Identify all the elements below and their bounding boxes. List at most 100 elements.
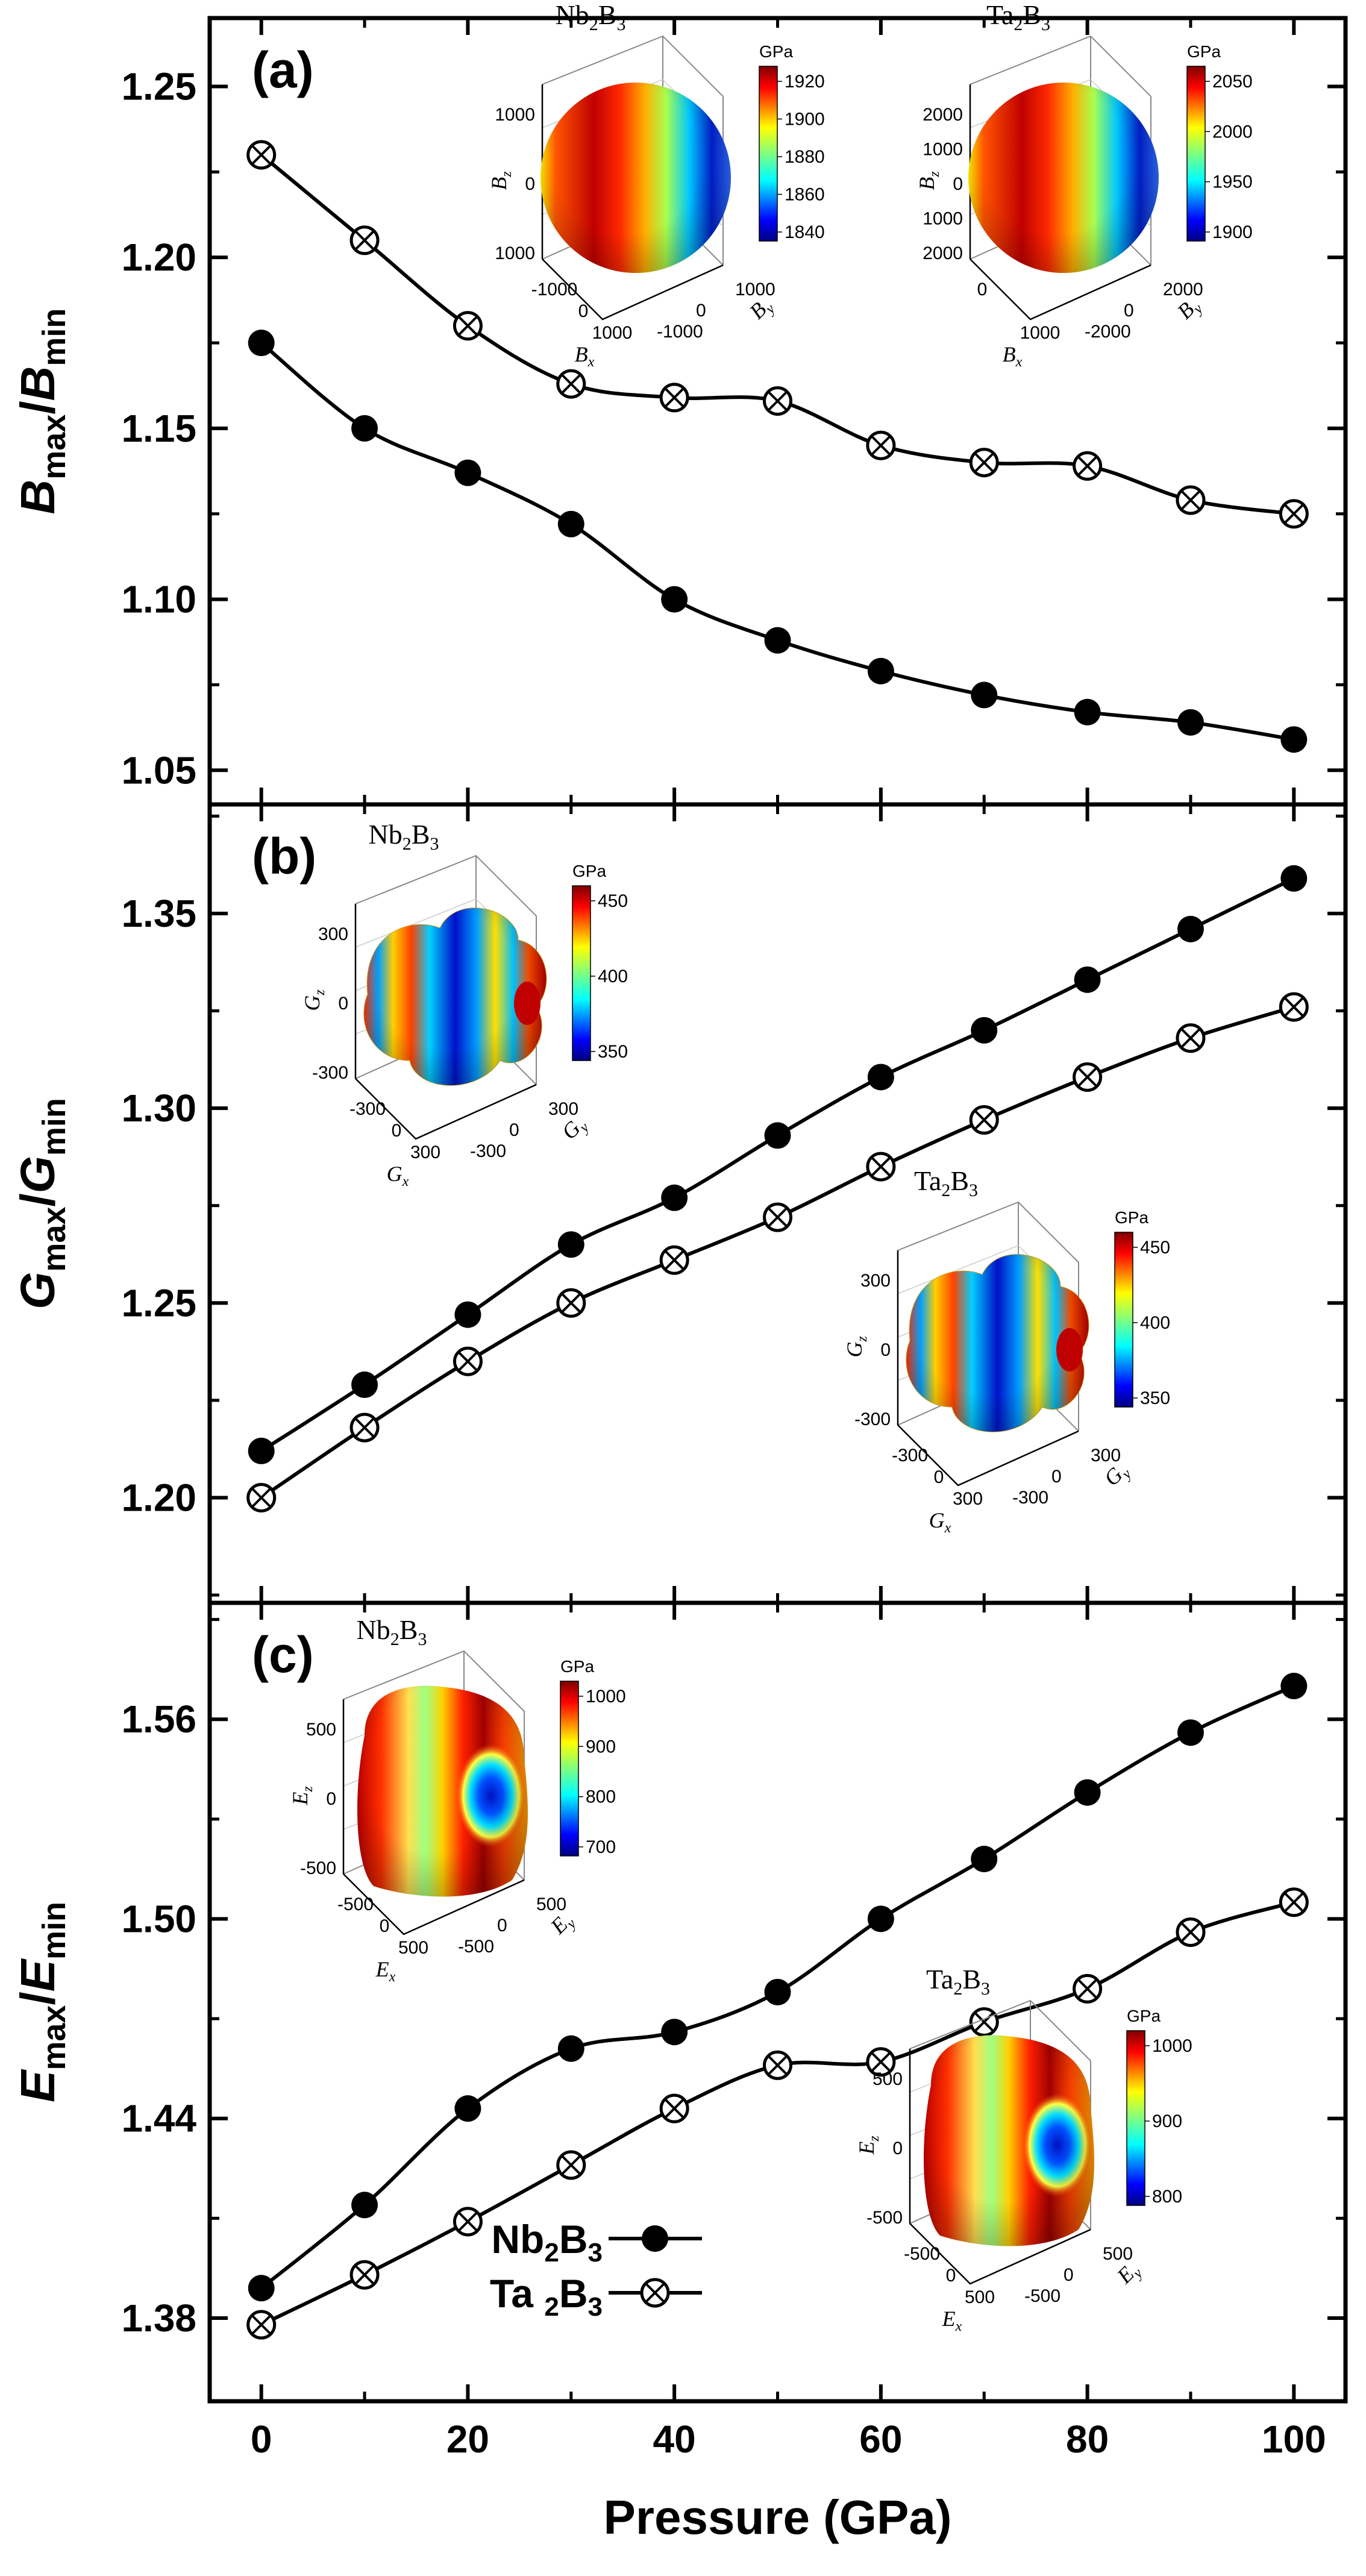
y-label-sub-min: min [36,1902,72,1960]
inset-z-label-main: E [854,2142,879,2155]
data-point-crossed [246,140,277,170]
inset-y-tick: 300 [548,1099,578,1119]
inset-z-tick: 500 [873,2069,903,2089]
marker-cross-b [870,1156,891,1177]
inset-y-tick: 0 [1124,301,1134,321]
data-point-filled [454,459,481,486]
inset-title: Ta2B3 [926,1964,990,1999]
inset-z-tick: 1000 [923,209,963,229]
data-point-filled [248,330,275,357]
y-axis-label: Emax/Emin [11,1902,72,2102]
colorbar-tick-label: 1860 [785,185,825,205]
inset-x-label-sub: x [944,1520,951,1536]
data-point-crossed [349,2260,380,2290]
data-point-filled [867,657,894,685]
data-point-crossed [1073,451,1103,481]
data-point-crossed [969,448,999,478]
inset-x-label-main: B [1003,342,1016,366]
marker-cross-b [767,2055,788,2076]
data-point-filled [867,1064,894,1091]
y-tick-label: 1.50 [121,1897,196,1940]
data-point-crossed [763,2050,792,2080]
legend-name-b: B [559,2217,588,2261]
inset-z-label: Bz [915,171,942,190]
inset-title: Nb2B3 [556,0,626,34]
data-point-crossed [659,1245,689,1275]
marker-cross-b [251,145,272,165]
inset-x-label-sub: x [402,1174,409,1189]
inset-z-label-sub: z [312,989,328,996]
y-label-sub-max: max [36,1207,72,1272]
inset-x-label: Bx [1003,342,1023,370]
inset-title-b: B [412,819,430,850]
inset-y-tick: 2000 [1163,280,1203,299]
colorbar-tick-label: 2000 [1212,122,1253,142]
x-tick-label: 40 [653,2418,696,2461]
inset-z-label-sub: z [854,1336,870,1343]
data-point-crossed [453,311,483,341]
data-point-crossed [556,369,586,399]
y-label-sub-min: min [36,1098,72,1156]
inset-y-tick: -1000 [657,322,703,342]
inset-y-tick: -300 [1012,1488,1048,1508]
colorbar-tick-label: 700 [586,1837,616,1857]
y-label-symbol-2: B [11,366,64,401]
inset-z-tick: -500 [300,1858,336,1878]
y-tick-label: 1.15 [121,407,196,450]
inset-y-tick: -500 [1024,2286,1061,2306]
data-point-filled [764,627,791,654]
series-line [260,1005,1295,1499]
colorbar-tick-label: 1950 [1212,172,1253,192]
marker-cross-b [457,1351,478,1372]
data-point-filled [867,1905,894,1932]
colorbar [560,1681,579,1857]
inset-z-tick: 500 [306,1720,336,1740]
inset-title-sub2: 3 [430,834,439,854]
surface-shading [924,2035,1094,2246]
inset-z-tick: -500 [866,2208,903,2228]
inset-x-tick: -300 [349,1099,386,1119]
data-point-crossed [453,1346,483,1376]
y-tick-label: 1.44 [121,2097,196,2140]
data-point-filled [661,1184,688,1211]
data-point-filled [1280,726,1308,753]
marker-cross-b [560,1293,581,1314]
inset-z-tick: 300 [318,924,348,944]
marker-cross-b [974,2011,995,2032]
marker-cross-b [974,1109,995,1130]
inset-y-tick: -500 [458,1937,494,1957]
inset-title-el: Ta [914,1165,941,1196]
inset-x-tick: -500 [904,2244,940,2264]
inset-title-sub2: 3 [1041,14,1050,34]
data-point-crossed [1279,499,1309,529]
colorbar-unit: GPa [1187,42,1221,61]
data-point-filled [557,510,584,537]
inset-x-tick: 0 [934,1467,944,1487]
data-point-filled [661,2019,688,2046]
legend-name-b: B [559,2271,588,2316]
y-label-slash: / [11,1193,64,1206]
data-point-crossed [866,430,896,460]
colorbar [572,885,591,1061]
inset-z-label: Ez [288,1786,316,1806]
data-point-crossed [866,1152,896,1182]
marker-cross-b [767,1207,788,1228]
colorbar-tick-label: 450 [598,891,628,911]
colorbar [1186,66,1206,242]
inset-title: Ta2B3 [986,0,1050,34]
inset-x-tick: 300 [953,1489,983,1509]
data-point-filled [971,1017,998,1044]
colorbar-tick-label: 350 [598,1042,628,1062]
inset-y-tick: -2000 [1085,322,1131,342]
marker-cross-b [870,435,891,456]
inset-y-tick: 0 [696,301,706,321]
inset-z-label: Bz [487,171,515,190]
marker-cross-b [354,2264,375,2286]
colorbar-unit: GPa [759,42,793,61]
data-point-filled [764,1978,791,2005]
marker-cross-b [354,1417,375,1438]
y-axis-label: Bmax/Bmin [11,309,72,515]
legend-marker-cross-b [645,2283,665,2303]
inset-x-tick: -500 [337,1894,374,1914]
